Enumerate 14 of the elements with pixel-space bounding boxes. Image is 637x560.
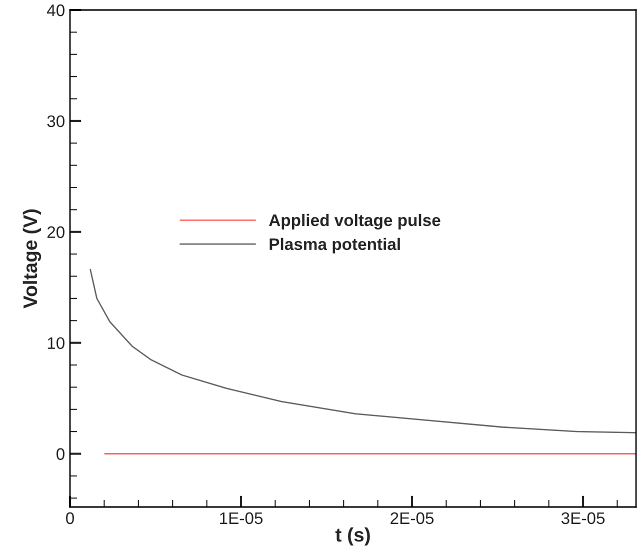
- x-tick-label: 1E-05: [220, 512, 263, 524]
- y-tick-label: 10: [48, 337, 64, 350]
- y-tick-label: 30: [47, 115, 64, 128]
- y-tick-label: 40: [46, 4, 64, 16]
- x-tick-label: 3E-05: [561, 512, 605, 524]
- y-axis-title: Voltage (V): [22, 209, 42, 308]
- legend-label: Plasma potential: [270, 238, 400, 254]
- y-tick-label: 0: [56, 448, 64, 460]
- x-tick-label: 0: [66, 512, 74, 524]
- x-axis-title: t (s): [335, 527, 370, 546]
- legend-label: Applied voltage pulse: [269, 214, 440, 230]
- y-tick-label: 20: [47, 226, 64, 238]
- x-tick-label: 2E-05: [390, 512, 434, 524]
- line-series: [90, 268, 636, 434]
